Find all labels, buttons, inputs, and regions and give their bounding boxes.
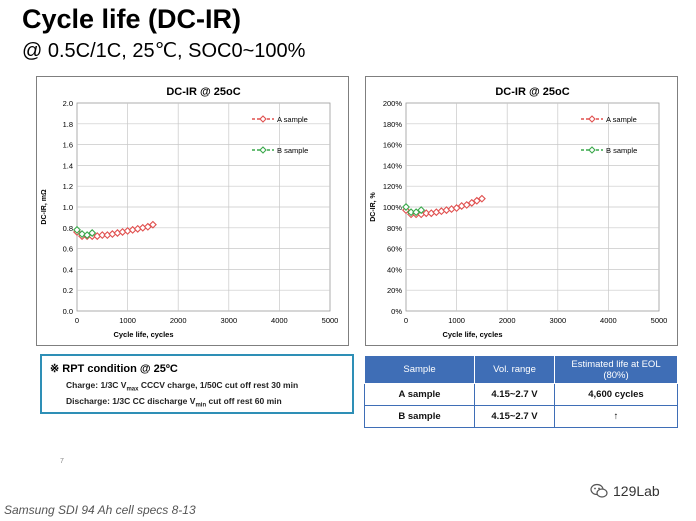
x-tick-label: 5000 [322,316,339,325]
page-subtitle: @ 0.5C/1C, 25℃, SOC0~100% [22,40,306,62]
y-tick-label: 80% [387,224,402,233]
table-cell: B sample [364,405,475,428]
table-row: B sample 4.15~2.7 V ↑ [364,405,678,428]
y-tick-label: 120% [383,182,403,191]
y-tick-label: 100% [383,203,403,212]
y-tick-label: 20% [387,286,402,295]
x-tick-label: 4000 [271,316,288,325]
x-tick-label: 0 [404,316,408,325]
brand-watermark: 129Lab [590,483,660,499]
table-cell: A sample [364,383,475,406]
y-tick-label: 1.8 [63,120,73,129]
legend-marker [588,115,596,123]
table-row: A sample 4.15~2.7 V 4,600 cycles [364,383,678,406]
y-tick-label: 0.0 [63,307,73,316]
legend-marker [588,146,596,154]
table-header-vol-range: Vol. range [474,355,555,384]
data-point [88,229,97,237]
data-point [148,220,157,229]
y-tick-label: 1.0 [63,203,73,212]
brand-label: 129Lab [613,483,660,499]
table-header-sample: Sample [364,355,475,384]
source-caption: Samsung SDI 94 Ah cell specs 8-13 [4,503,196,517]
legend-label: A sample [277,115,308,124]
y-tick-label: 140% [383,161,403,170]
data-point [407,208,416,217]
data-point [417,206,426,215]
dcir-percent-chart-svg: DC-IR @ 25oC 0% 20% 40% 60% 80% 100% 120% 140% 16… [370,86,668,339]
x-tick-label: 2000 [499,316,516,325]
y-axis-label: DC-IR, mΩ [41,189,48,225]
table-header-row: Sample Vol. range Estimated life at EOL … [364,355,678,384]
dcir-absolute-chart-svg: DC-IR @ 25oC 0.0 0.2 0.4 0.6 0.8 1.0 1.2 1.4 1.6 1… [41,86,339,339]
y-tick-label: 60% [387,245,402,254]
table-cell: 4.15~2.7 V [474,405,555,428]
x-tick-label: 3000 [549,316,566,325]
x-tick-label: 5000 [651,316,668,325]
data-point [73,225,81,234]
legend-label: A sample [606,115,637,124]
legend-label: B sample [606,146,637,155]
rpt-charge-line: Charge: 1/3C Vmax CCCV charge, 1/50C cut… [66,380,299,393]
table-cell: ↑ [554,405,678,428]
chart-title: DC-IR @ 25oC [166,86,240,98]
y-axis-label: DC-IR, % [370,191,377,221]
table-cell: 4.15~2.7 V [474,383,555,406]
page-number: 7 [60,458,64,465]
page-title: Cycle life (DC-IR) [22,4,242,34]
y-tick-label: 160% [383,141,403,150]
x-tick-label: 2000 [170,316,187,325]
data-point [78,230,87,239]
legend-marker [259,146,267,154]
x-tick-label: 1000 [119,316,136,325]
chart-title: DC-IR @ 25oC [495,86,569,98]
table-header-estimated-life: Estimated life at EOL (80%) [554,355,678,384]
legend-marker [259,115,267,123]
y-tick-label: 0.8 [63,224,73,233]
y-tick-label: 1.6 [63,141,73,150]
data-point [422,209,431,218]
x-tick-label: 0 [75,316,79,325]
x-axis-label: Cycle life, cycles [442,330,502,339]
y-tick-label: 1.2 [63,182,73,191]
x-axis-label: Cycle life, cycles [113,330,173,339]
wechat-icon [590,483,608,498]
y-tick-label: 0.4 [63,265,73,274]
y-tick-label: 180% [383,120,403,129]
data-point [98,231,107,240]
x-tick-label: 3000 [220,316,237,325]
dcir-percent-chart: DC-IR @ 25oC 0% 20% 40% 60% 80% 100% 120% 140% 16… [365,76,678,346]
rpt-heading: ※ RPT condition @ 25ºC [50,363,178,375]
data-point [477,194,486,203]
legend-label: B sample [277,146,308,155]
rpt-condition-box: ※ RPT condition @ 25ºC Charge: 1/3C Vmax… [40,354,354,414]
y-tick-label: 1.4 [63,161,73,170]
y-tick-label: 2.0 [63,99,73,108]
y-tick-label: 200% [383,99,403,108]
dcir-absolute-chart: DC-IR @ 25oC 0.0 0.2 0.4 0.6 0.8 1.0 1.2 1.4 1.6 1… [36,76,349,346]
life-estimate-table: Sample Vol. range Estimated life at EOL … [364,355,678,428]
y-tick-label: 0.6 [63,245,73,254]
y-tick-label: 0% [391,307,402,316]
data-point [402,203,410,211]
y-tick-label: 0.2 [63,286,73,295]
table-cell: 4,600 cycles [554,383,678,406]
x-tick-label: 1000 [448,316,465,325]
rpt-discharge-line: Discharge: 1/3C CC discharge Vmin cut of… [66,395,282,409]
x-tick-label: 4000 [600,316,617,325]
y-tick-label: 40% [387,265,402,274]
